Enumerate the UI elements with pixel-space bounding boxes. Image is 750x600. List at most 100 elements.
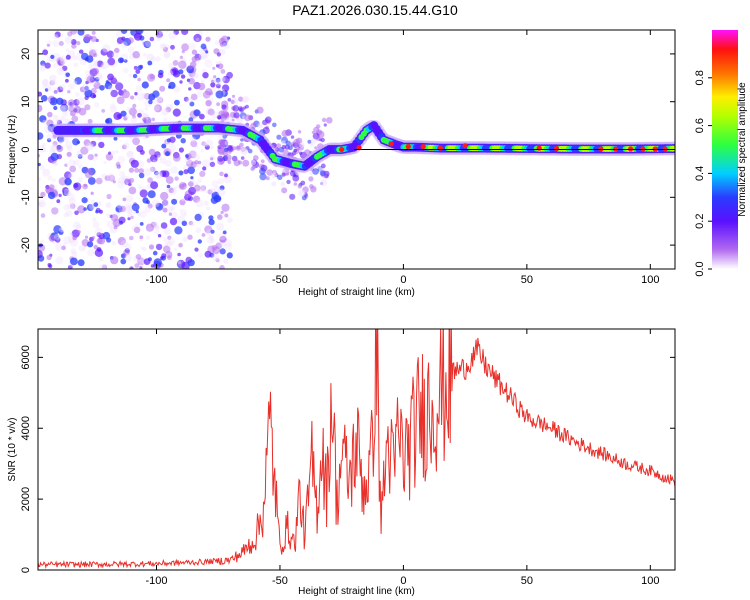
noise-cell <box>169 136 176 143</box>
noise-cell <box>227 146 234 152</box>
noise-cell <box>300 180 306 186</box>
noise-cell <box>190 176 194 180</box>
noise-cell <box>161 108 169 116</box>
noise-cell <box>73 62 79 68</box>
noise-cell <box>92 217 97 222</box>
noise-cell <box>62 110 69 117</box>
noise-cell <box>183 96 189 102</box>
noise-cell <box>182 236 188 242</box>
noise-cell <box>219 41 225 47</box>
noise-cell <box>293 182 298 186</box>
noise-cell <box>93 245 98 250</box>
noise-cell <box>199 113 205 120</box>
noise-cell <box>142 52 147 57</box>
noise-cell <box>181 220 187 226</box>
noise-cell <box>64 163 68 167</box>
noise-cell <box>259 168 266 175</box>
noise-cell <box>226 252 233 259</box>
noise-cell <box>42 143 46 147</box>
noise-cell <box>47 86 52 92</box>
noise-cell <box>209 161 216 167</box>
noise-cell <box>128 182 132 187</box>
noise-cell <box>178 69 184 75</box>
ridge-peak <box>462 143 468 149</box>
noise-cell <box>161 143 167 149</box>
noise-cell <box>98 256 104 262</box>
noise-cell <box>47 138 52 143</box>
noise-cell <box>289 193 296 200</box>
colorbar-tick-label: 0.6 <box>694 118 706 133</box>
noise-cell <box>94 248 104 257</box>
noise-cell <box>216 115 222 120</box>
noise-cell <box>52 114 59 121</box>
noise-cell <box>122 67 129 74</box>
noise-cell <box>187 234 193 240</box>
noise-cell <box>155 225 160 230</box>
noise-cell <box>61 65 68 72</box>
noise-cell <box>232 146 237 151</box>
noise-cell <box>231 94 236 98</box>
noise-cell <box>52 40 60 48</box>
noise-cell <box>108 174 115 182</box>
noise-cell <box>241 107 246 111</box>
noise-cell <box>127 179 132 184</box>
noise-cell <box>110 89 118 98</box>
noise-cell <box>204 225 213 234</box>
colorbar-tick-label: 0.0 <box>694 261 706 276</box>
noise-cell <box>153 105 160 112</box>
noise-cell <box>319 170 326 177</box>
noise-cell <box>65 140 73 149</box>
noise-cell <box>224 140 229 146</box>
noise-cell <box>129 235 134 241</box>
noise-cell <box>253 155 259 161</box>
noise-cell <box>65 210 73 217</box>
noise-cell <box>220 76 226 83</box>
noise-cell <box>132 137 141 146</box>
noise-cell <box>222 230 227 235</box>
noise-cell <box>98 209 103 214</box>
noise-cell <box>38 250 43 259</box>
noise-cell <box>172 60 179 66</box>
noise-cell <box>211 244 218 251</box>
noise-cell <box>220 69 226 74</box>
noise-cell <box>67 99 76 108</box>
noise-cell <box>113 112 122 120</box>
snr-axes: -100 -50 0 50 100 0 2000 4000 6000 Height of stra… <box>7 329 675 597</box>
noise-cell <box>117 180 126 189</box>
noise-cell <box>46 43 51 47</box>
noise-cell <box>188 42 196 50</box>
noise-cell <box>93 53 98 58</box>
noise-cell <box>220 242 227 248</box>
noise-cell <box>123 116 128 121</box>
noise-cell <box>134 167 140 173</box>
noise-cell <box>323 123 327 127</box>
noise-cell <box>70 257 78 266</box>
noise-cell <box>205 100 212 107</box>
noise-cell <box>162 237 168 242</box>
noise-cell <box>53 233 61 241</box>
noise-cell <box>197 178 202 183</box>
y-tick-label: 0 <box>20 146 32 152</box>
noise-cell <box>183 213 188 217</box>
noise-cell <box>311 131 315 134</box>
x-tick-label: -100 <box>145 274 167 286</box>
noise-cell <box>169 103 174 108</box>
noise-cell <box>107 73 114 81</box>
noise-cell <box>121 90 130 99</box>
noise-cell <box>113 225 118 230</box>
noise-cell <box>50 152 59 161</box>
noise-cell <box>227 98 232 102</box>
noise-cell <box>133 226 141 234</box>
noise-cell <box>42 119 47 125</box>
noise-cell <box>52 53 61 62</box>
noise-cell <box>81 197 88 204</box>
noise-cell <box>133 65 138 70</box>
noise-cell <box>124 205 133 214</box>
noise-cell <box>188 77 195 85</box>
noise-cell <box>88 49 97 57</box>
x-tick-label: -50 <box>272 575 288 587</box>
noise-cell <box>59 84 66 91</box>
noise-cell <box>38 104 43 113</box>
x-tick-label: 100 <box>641 575 659 587</box>
